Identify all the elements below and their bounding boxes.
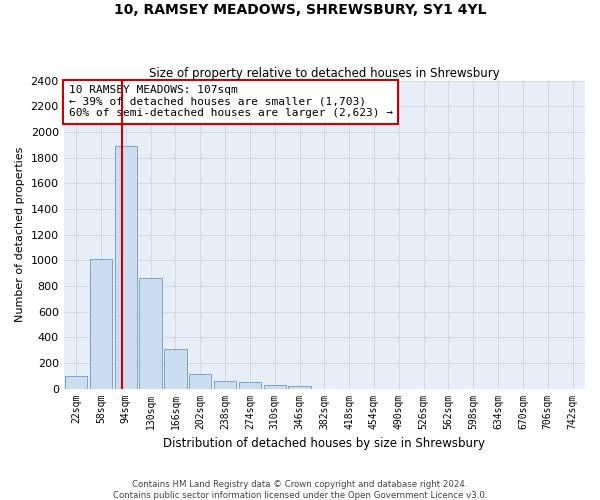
Bar bbox=[239, 382, 261, 388]
X-axis label: Distribution of detached houses by size in Shrewsbury: Distribution of detached houses by size … bbox=[163, 437, 485, 450]
Title: Size of property relative to detached houses in Shrewsbury: Size of property relative to detached ho… bbox=[149, 66, 500, 80]
Text: Contains HM Land Registry data © Crown copyright and database right 2024.
Contai: Contains HM Land Registry data © Crown c… bbox=[113, 480, 487, 500]
Bar bbox=[164, 349, 187, 389]
Bar bbox=[65, 376, 87, 388]
Bar bbox=[90, 259, 112, 388]
Bar bbox=[115, 146, 137, 388]
Text: 10 RAMSEY MEADOWS: 107sqm
← 39% of detached houses are smaller (1,703)
60% of se: 10 RAMSEY MEADOWS: 107sqm ← 39% of detac… bbox=[69, 86, 393, 118]
Bar bbox=[139, 278, 162, 388]
Y-axis label: Number of detached properties: Number of detached properties bbox=[15, 147, 25, 322]
Bar bbox=[214, 382, 236, 388]
Bar bbox=[189, 374, 211, 388]
Bar bbox=[263, 385, 286, 388]
Text: 10, RAMSEY MEADOWS, SHREWSBURY, SY1 4YL: 10, RAMSEY MEADOWS, SHREWSBURY, SY1 4YL bbox=[114, 2, 486, 16]
Bar bbox=[289, 386, 311, 388]
